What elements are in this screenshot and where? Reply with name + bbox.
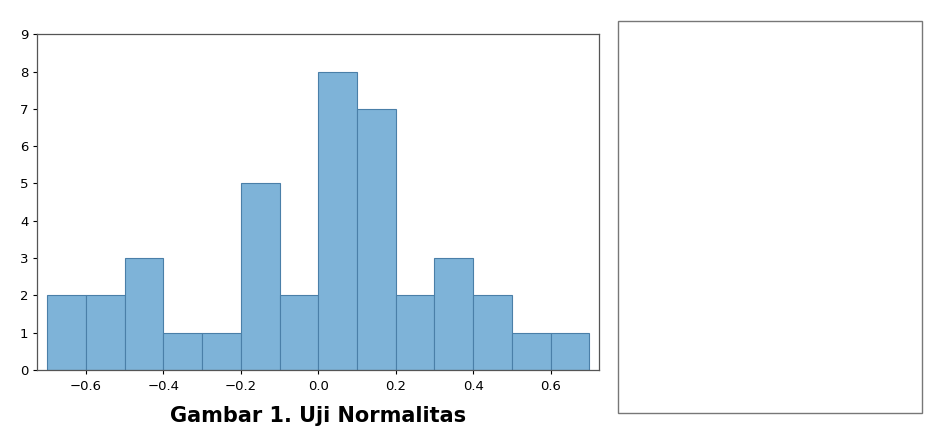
Text: 2.512889: 2.512889 [779, 310, 845, 325]
Text: Kurtosis: Kurtosis [636, 310, 691, 325]
Bar [163, 332, 202, 370]
Text: Probability: Probability [636, 389, 709, 403]
Text: -1.67e-17: -1.67e-17 [779, 139, 846, 153]
Bar [86, 295, 124, 370]
Text: Jarque-Bera: Jarque-Bera [636, 361, 717, 375]
Text: Maximum: Maximum [636, 197, 705, 210]
Text: Mean: Mean [636, 139, 674, 153]
Text: Skewness: Skewness [636, 282, 704, 296]
Text: Std. Dev.: Std. Dev. [636, 254, 698, 267]
Text: 1.027196: 1.027196 [779, 361, 845, 375]
Text: 0.322536: 0.322536 [779, 254, 844, 267]
Text: 0.040138: 0.040138 [779, 168, 845, 182]
Text: Observations 40: Observations 40 [636, 89, 750, 104]
Text: Median: Median [636, 168, 687, 182]
Text: Sample 2013 2017: Sample 2013 2017 [636, 61, 768, 75]
Bar [474, 295, 512, 370]
Bar [550, 332, 590, 370]
Text: Minimum: Minimum [636, 225, 700, 239]
Text: 0.660663: 0.660663 [779, 197, 845, 210]
Bar [357, 109, 396, 370]
Text: Gambar 1. Uji Normalitas: Gambar 1. Uji Normalitas [170, 405, 466, 426]
Text: -0.307831: -0.307831 [779, 282, 850, 296]
Bar [512, 332, 550, 370]
Text: Series: Standardized Residuals: Series: Standardized Residuals [636, 33, 850, 47]
Bar [241, 184, 280, 370]
Bar [318, 72, 357, 370]
Bar [396, 295, 434, 370]
Bar [47, 295, 86, 370]
Bar [280, 295, 318, 370]
Text: 0.598339: 0.598339 [779, 389, 845, 403]
Bar [124, 258, 163, 370]
Bar [202, 332, 241, 370]
Bar [434, 258, 474, 370]
Text: -0.613075: -0.613075 [779, 225, 850, 239]
